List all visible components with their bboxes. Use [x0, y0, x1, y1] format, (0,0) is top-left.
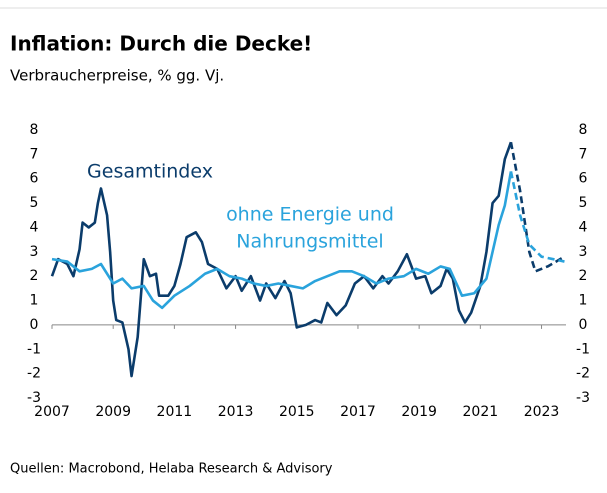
- y2-tick-label: -2: [576, 366, 590, 382]
- y2-tick-label: 8: [579, 122, 588, 138]
- x-tick-label: 2019: [401, 404, 437, 420]
- y2-tick-label: -1: [576, 341, 590, 357]
- y2-tick-label: 7: [579, 146, 588, 162]
- y-tick-label: 6: [30, 171, 39, 187]
- y2-tick-label: 6: [579, 171, 588, 187]
- y2-tick-label: 2: [579, 268, 588, 284]
- y2-tick-label: 5: [579, 195, 588, 211]
- x-tick-label: 2011: [157, 404, 193, 420]
- forecast-line: [509, 171, 565, 263]
- series-line: [50, 141, 513, 378]
- y-tick-label: -3: [27, 390, 41, 406]
- x-tick-label: 2007: [34, 404, 70, 420]
- chart-title: Inflation: Durch die Decke!: [10, 32, 312, 56]
- series-label: Gesamtindex: [87, 161, 213, 183]
- series-label: Nahrungsmittel: [236, 231, 383, 253]
- x-tick-label: 2021: [463, 404, 499, 420]
- x-tick-label: 2015: [279, 404, 315, 420]
- y-tick-label: 3: [30, 244, 39, 260]
- y-tick-label: 7: [30, 146, 39, 162]
- chart-subtitle: Verbraucherpreise, % gg. Vj.: [10, 67, 224, 85]
- y2-tick-label: -3: [576, 390, 590, 406]
- y2-tick-label: 0: [579, 317, 588, 333]
- y2-tick-label: 3: [579, 244, 588, 260]
- y-tick-label: 1: [30, 293, 39, 309]
- source: Quellen: Macrobond, Helaba Research & Ad…: [10, 462, 333, 477]
- x-tick-label: 2017: [340, 404, 376, 420]
- y-tick-label: 5: [30, 195, 39, 211]
- y-tick-label: 4: [30, 219, 39, 235]
- y2-tick-label: 1: [579, 293, 588, 309]
- y-tick-label: 2: [30, 268, 39, 284]
- y-tick-label: 8: [30, 122, 39, 138]
- series-label: ohne Energie und: [226, 204, 394, 226]
- x-tick-label: 2023: [524, 404, 560, 420]
- y-tick-label: -1: [27, 341, 41, 357]
- y-tick-label: 0: [30, 317, 39, 333]
- y2-tick-label: 4: [579, 219, 588, 235]
- series-line: [51, 171, 513, 310]
- x-tick-label: 2009: [95, 404, 131, 420]
- y-tick-label: -2: [27, 366, 41, 382]
- x-tick-label: 2013: [218, 404, 254, 420]
- forecast-line: [509, 141, 566, 273]
